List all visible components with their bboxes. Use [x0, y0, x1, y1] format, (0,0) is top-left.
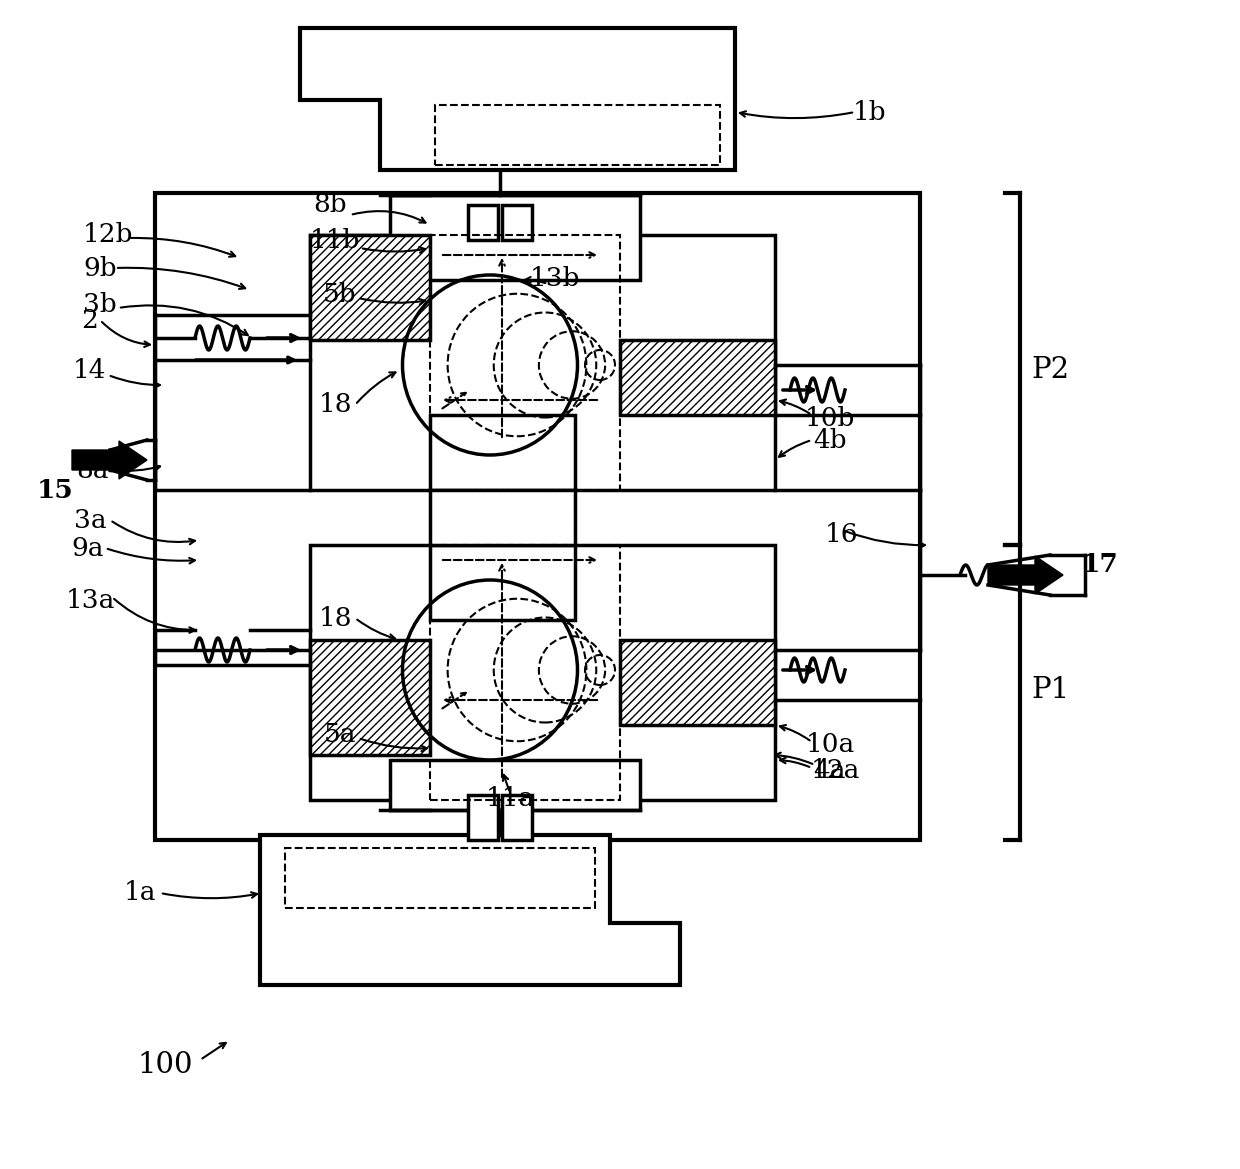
- Text: 4b: 4b: [813, 428, 847, 452]
- Text: 1b: 1b: [853, 99, 887, 125]
- Bar: [430, 235, 620, 490]
- Bar: [430, 490, 575, 545]
- Bar: [391, 760, 640, 810]
- Bar: [430, 490, 575, 545]
- Text: 9b: 9b: [83, 256, 117, 281]
- Bar: [435, 105, 720, 165]
- Bar: [430, 545, 620, 800]
- Bar: [391, 195, 640, 281]
- Text: P1: P1: [1030, 676, 1069, 704]
- Text: 13b: 13b: [529, 265, 580, 291]
- Text: 3b: 3b: [83, 292, 117, 318]
- Bar: [467, 205, 498, 240]
- Text: 100: 100: [138, 1051, 192, 1079]
- Bar: [155, 193, 920, 841]
- Bar: [310, 639, 430, 755]
- Bar: [310, 235, 430, 340]
- Text: 13a: 13a: [66, 588, 114, 613]
- Text: 8a: 8a: [77, 457, 109, 483]
- Text: 12b: 12b: [83, 222, 133, 248]
- Text: 11b: 11b: [310, 228, 360, 253]
- Bar: [502, 795, 532, 841]
- Text: 1a: 1a: [124, 880, 156, 906]
- Text: 4a: 4a: [813, 758, 846, 782]
- Text: 5a: 5a: [324, 722, 356, 747]
- Bar: [620, 639, 775, 725]
- Text: 3a: 3a: [73, 507, 107, 533]
- Text: 17: 17: [1081, 553, 1118, 577]
- Text: 10b: 10b: [805, 406, 856, 430]
- Text: 5b: 5b: [324, 283, 357, 307]
- Text: 8b: 8b: [314, 193, 347, 217]
- Bar: [310, 235, 775, 490]
- Polygon shape: [300, 28, 735, 170]
- Bar: [620, 340, 775, 415]
- Bar: [310, 545, 775, 800]
- Bar: [502, 205, 532, 240]
- Text: 2: 2: [82, 307, 98, 332]
- Text: 12a: 12a: [810, 758, 859, 782]
- Bar: [430, 415, 575, 490]
- Bar: [467, 795, 498, 841]
- Bar: [430, 545, 575, 620]
- Bar: [285, 848, 595, 908]
- Text: 15: 15: [37, 477, 73, 503]
- Polygon shape: [260, 835, 680, 985]
- FancyArrow shape: [988, 556, 1063, 594]
- Text: 14: 14: [73, 358, 107, 382]
- Text: 9a: 9a: [72, 535, 104, 560]
- FancyArrow shape: [72, 441, 148, 479]
- Text: 18: 18: [319, 606, 352, 630]
- Text: P2: P2: [1030, 357, 1069, 383]
- Text: 18: 18: [319, 393, 352, 417]
- Text: 16: 16: [826, 523, 859, 547]
- Text: 10a: 10a: [805, 733, 854, 758]
- Text: 11a: 11a: [485, 786, 534, 810]
